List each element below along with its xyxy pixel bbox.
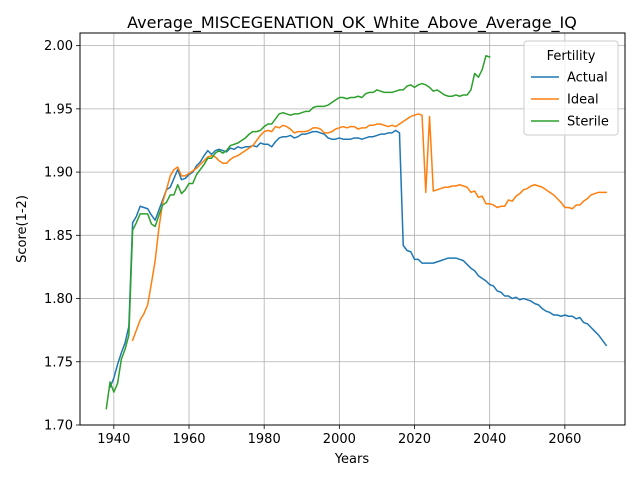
chart-title: Average_MISCEGENATION_OK_White_Above_Ave…: [127, 13, 577, 33]
series-line-actual: [109, 129, 608, 389]
series-line-sterile: [105, 55, 491, 410]
y-axis-label: Score(1-2): [15, 195, 30, 263]
series-lines: [105, 55, 608, 410]
y-tick-label: 2.00: [44, 39, 73, 54]
y-tick-label: 1.85: [44, 229, 73, 244]
x-tick-label: 1960: [172, 432, 205, 447]
x-tick-label: 2000: [323, 432, 356, 447]
legend-label-actual: Actual: [567, 71, 608, 86]
y-tick-label: 1.75: [44, 355, 73, 370]
axis-ticks: 1940 1960 1980 2000 2020 2040 2060 1.70 1.75 1.80…: [44, 39, 581, 447]
legend-label-sterile: Sterile: [567, 115, 609, 130]
legend-entries: Actual Ideal Sterile: [531, 71, 609, 130]
y-tick-label: 1.70: [44, 419, 73, 434]
y-tick-label: 1.95: [44, 102, 73, 117]
legend: Fertility Actual Ideal Sterile: [523, 40, 619, 136]
legend-box: [523, 40, 619, 136]
legend-title: Fertility: [547, 49, 596, 64]
series-line-ideal: [131, 113, 607, 342]
x-tick-label: 2020: [398, 432, 431, 447]
x-axis-label: Years: [334, 452, 370, 467]
y-tick-label: 1.90: [44, 166, 73, 181]
legend-label-ideal: Ideal: [567, 93, 599, 108]
x-tick-label: 2040: [473, 432, 506, 447]
x-tick-label: 1980: [248, 432, 281, 447]
y-tick-label: 1.80: [44, 292, 73, 307]
x-tick-label: 1940: [97, 432, 130, 447]
x-tick-label: 2060: [548, 432, 581, 447]
plot-frame: [79, 32, 626, 426]
